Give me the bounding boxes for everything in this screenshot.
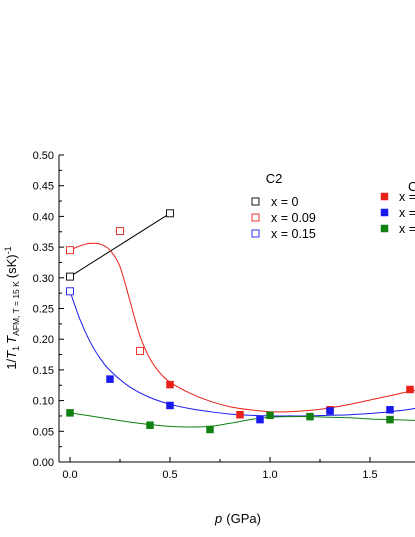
- data-point-series-0: [166, 209, 174, 218]
- y-tick-label: 0.40: [33, 211, 54, 223]
- fit-line-3: [69, 412, 415, 428]
- y-tick-label: 0.00: [33, 457, 54, 469]
- legend-label-1: x = 0.09: [271, 211, 316, 225]
- legend-marker-1: [251, 213, 260, 222]
- y-title-T: T: [4, 350, 19, 359]
- data-point-series-1: [66, 246, 74, 255]
- data-point-series-4: [386, 406, 394, 414]
- data-point-series-1: [136, 346, 144, 355]
- y-tick-label: 0.25: [33, 304, 54, 316]
- y-tick-label: 0.50: [33, 150, 54, 162]
- axes: [58, 154, 415, 463]
- data-point-series-5: [386, 415, 394, 424]
- legend-label-0: x = 0: [271, 195, 298, 209]
- data-point-series-5: [206, 425, 214, 434]
- legend-label-2: x = 0.15: [271, 227, 316, 241]
- x-axis-title: p (GPa): [214, 511, 261, 526]
- legend: C2 Cx = 0 x = 0.09 x = 0.15 x = x = x =: [251, 171, 415, 241]
- y-tick-label: 0.05: [33, 426, 54, 438]
- y-title-unit: (sK): [4, 254, 19, 278]
- data-point-series-4: [326, 407, 334, 415]
- y-tick-label: 0.10: [33, 396, 54, 408]
- data-point-series-3: [236, 410, 244, 419]
- y-tick-label: 0.20: [33, 334, 54, 346]
- x-tick-label: 0.0: [62, 469, 77, 481]
- y-tick-label: 0.35: [33, 242, 54, 254]
- data-point-series-4: [106, 375, 114, 383]
- data-point-series-1: [116, 227, 124, 236]
- y-title-1: 1: [11, 346, 21, 351]
- tick-labels: 0.00 0.05 0.10 0.15 0.20 0.25 0.30 0.35 0.40 0.45…: [33, 150, 378, 481]
- fit-line-2: [69, 291, 415, 417]
- data-point-series-4: [256, 415, 264, 424]
- legend-title-c2: C2: [266, 171, 283, 186]
- fit-lines: [69, 212, 415, 428]
- legend-marker-0: [251, 197, 260, 206]
- legend-title-c: C: [408, 179, 415, 194]
- legend-label-5: x =: [399, 222, 415, 236]
- y-title-sub: AFM, T = 15 K: [11, 281, 21, 336]
- data-point-series-5: [66, 409, 74, 417]
- legend-marker-3: [380, 192, 389, 201]
- y-title-lead: 1/: [4, 358, 19, 369]
- x-tick-label: 1.0: [262, 469, 277, 481]
- data-point-series-5: [266, 411, 274, 420]
- legend-marker-5: [380, 224, 389, 233]
- data-point-series-3: [406, 385, 414, 394]
- legend-marker-2: [251, 229, 260, 238]
- y-tick-label: 0.45: [33, 181, 54, 193]
- data-point-series-5: [306, 412, 314, 421]
- data-point-series-0: [66, 272, 74, 281]
- y-title-exp: -1: [3, 246, 13, 254]
- data-point-series-2: [66, 287, 74, 296]
- legend-label-4: x =: [399, 206, 415, 220]
- data-points: [66, 209, 414, 434]
- data-point-series-3: [166, 380, 174, 389]
- x-title-unit: (GPa): [226, 511, 261, 526]
- y-title-T2: T: [4, 335, 19, 344]
- y-tick-label: 0.15: [33, 365, 54, 377]
- fit-line-1: [69, 242, 415, 413]
- data-point-series-5: [146, 421, 154, 429]
- x-tick-label: 0.5: [162, 469, 177, 481]
- data-point-series-4: [166, 401, 174, 410]
- x-tick-label: 1.5: [362, 469, 377, 481]
- y-axis-title: 1/T1TAFM, T = 15 K(sK)-1: [3, 246, 21, 369]
- fit-line-0: [69, 212, 171, 278]
- x-title-var: p: [214, 511, 222, 526]
- y-tick-label: 0.30: [33, 273, 54, 285]
- legend-marker-4: [380, 208, 389, 217]
- legend-label-3: x =: [399, 190, 415, 204]
